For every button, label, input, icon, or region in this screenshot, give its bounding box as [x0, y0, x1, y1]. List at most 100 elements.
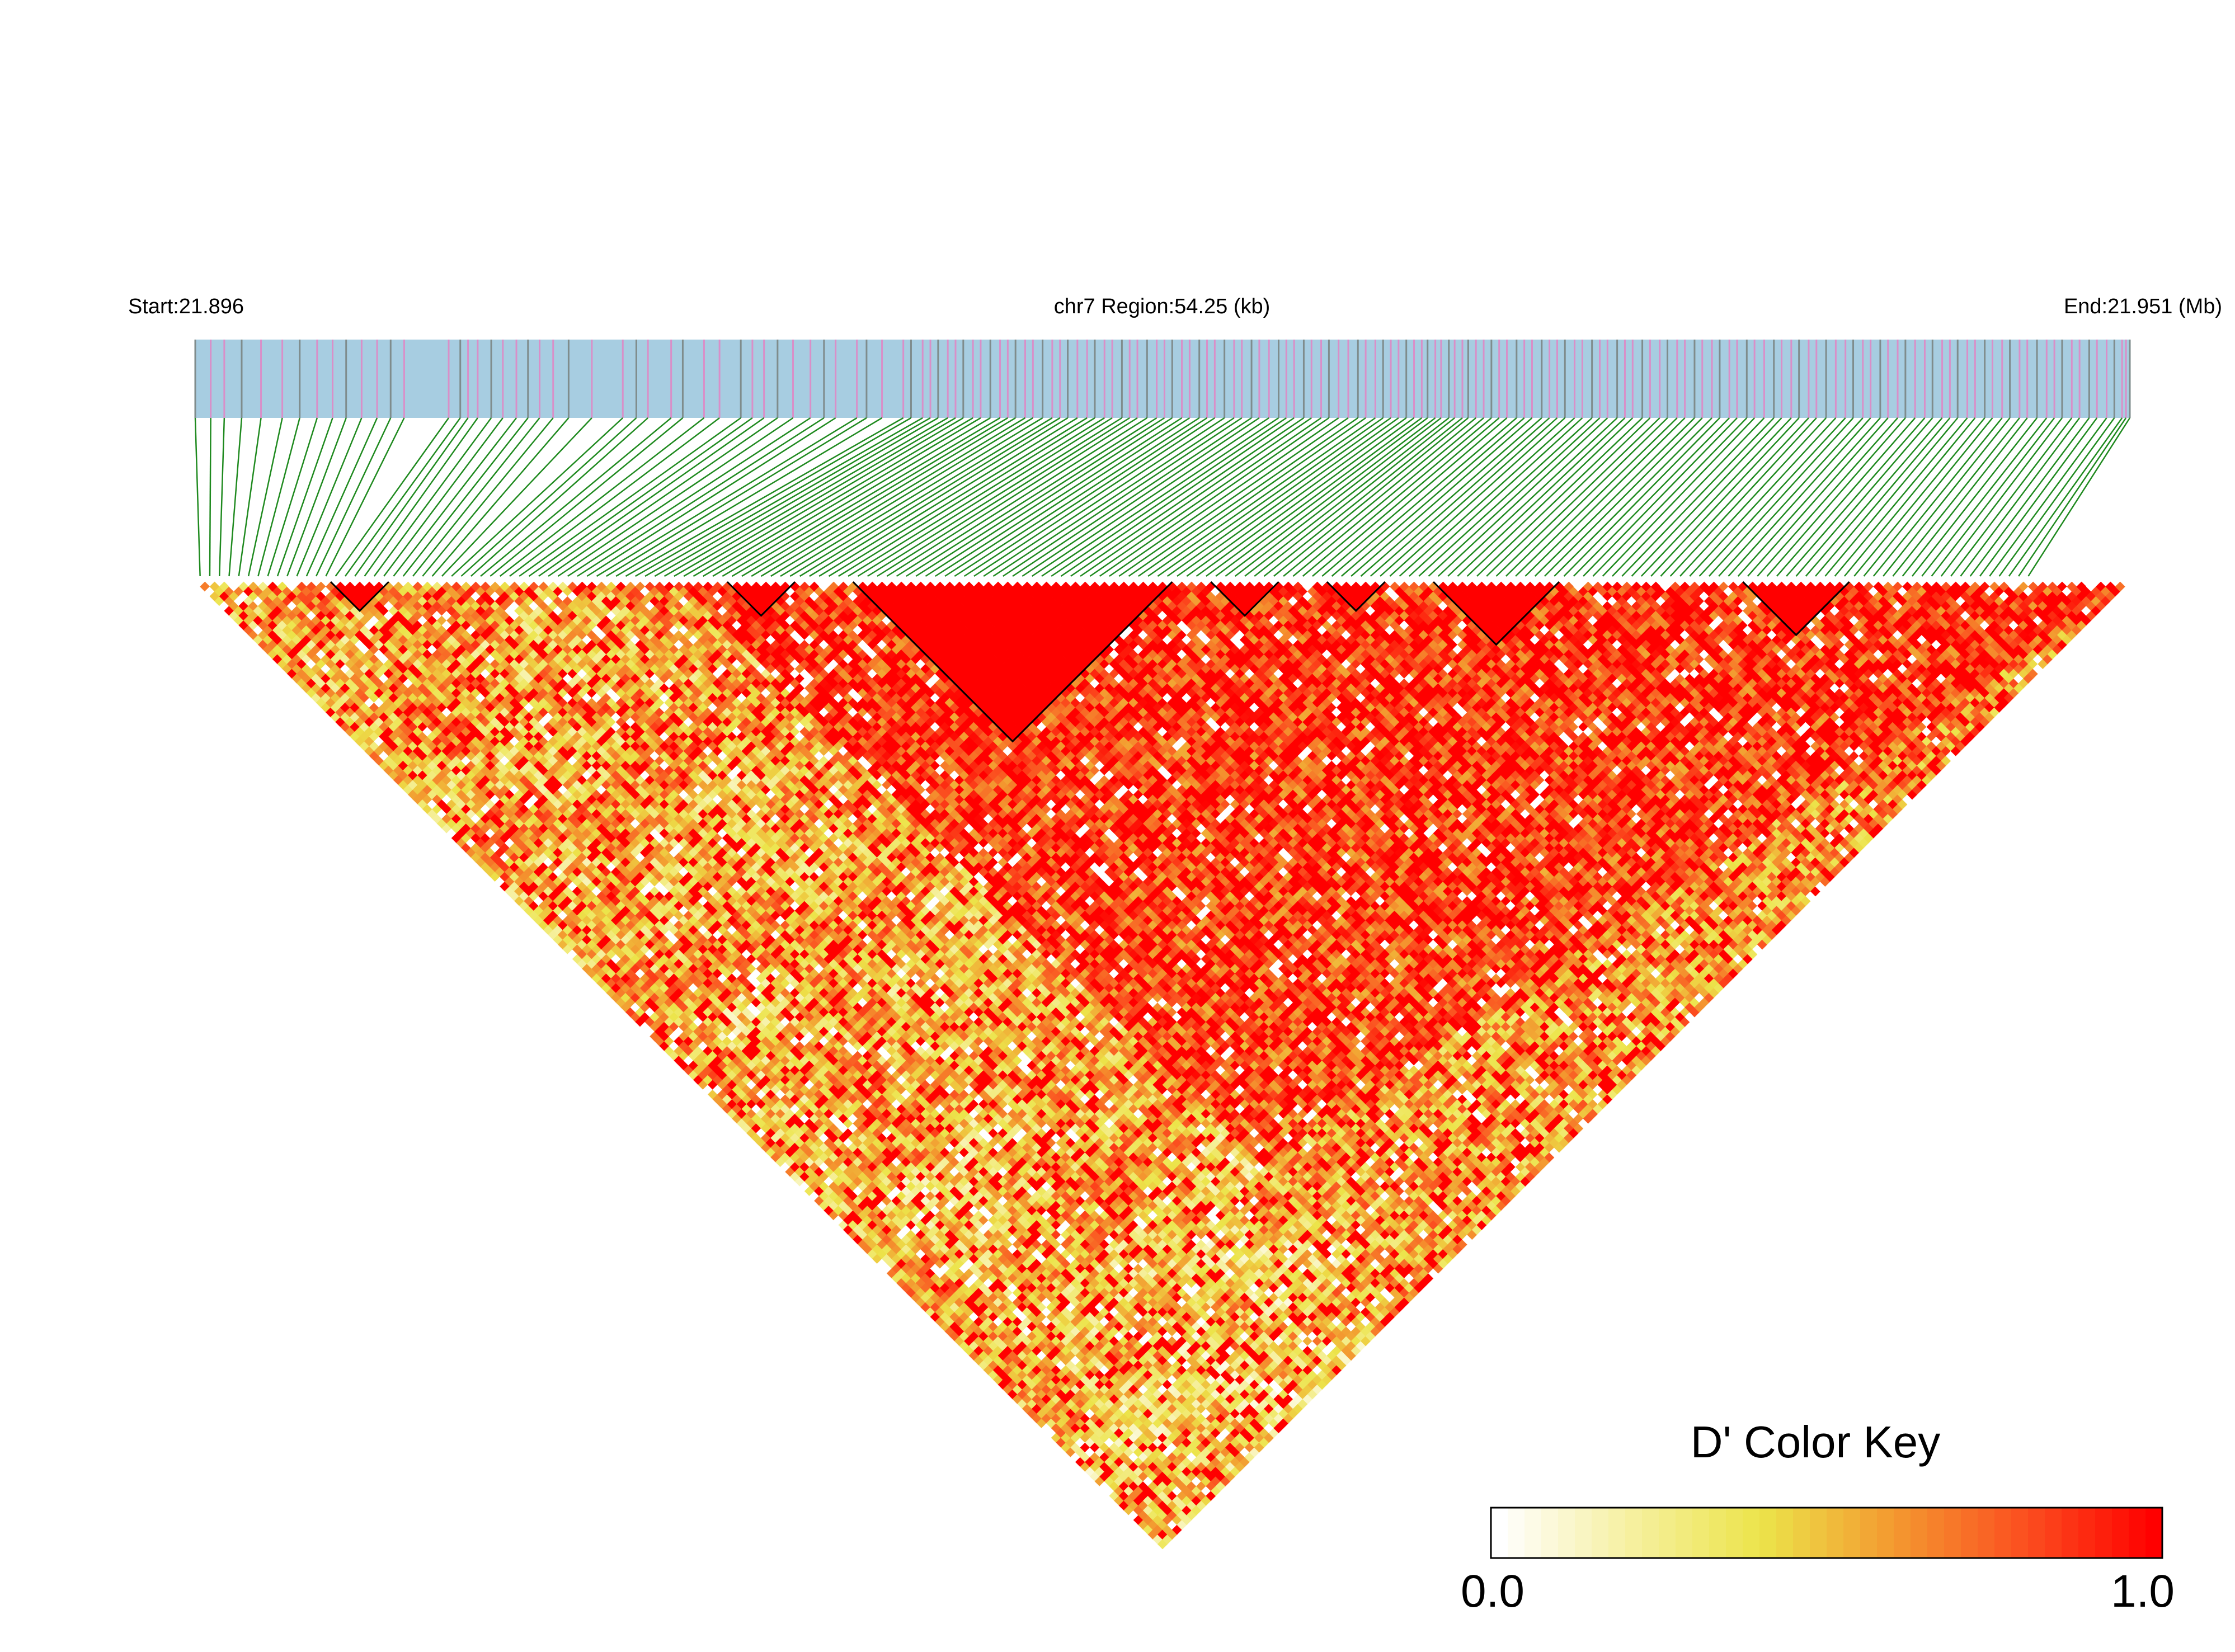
snp-connector — [2008, 417, 2123, 577]
snp-connector — [664, 417, 939, 577]
snp-connector — [944, 417, 1191, 577]
snp-connector — [1437, 417, 1608, 577]
snp-connector — [703, 417, 973, 577]
snp-connector — [1698, 417, 1846, 577]
snp-connector — [1157, 417, 1384, 577]
snp-connector — [1853, 417, 1985, 577]
snp-connector — [674, 417, 948, 577]
snp-connector — [1370, 417, 1550, 577]
snp-connector — [1418, 417, 1593, 577]
snp-connector — [1505, 417, 1668, 577]
snp-connector — [731, 417, 1001, 577]
snp-connector-lines — [194, 417, 2131, 577]
snp-connector — [1737, 417, 1881, 577]
snp-connector — [1776, 417, 1916, 577]
snp-connector — [818, 417, 1078, 577]
snp-connector — [490, 417, 684, 577]
snp-connector — [1960, 417, 2081, 577]
snp-connector — [1757, 417, 1898, 577]
snp-connector — [1166, 417, 1391, 577]
snp-connector — [1089, 417, 1322, 577]
snp-connector — [1660, 417, 1809, 577]
snp-connector — [1447, 417, 1618, 577]
snp-connector — [1728, 417, 1871, 577]
snp-connector — [393, 417, 517, 577]
snp-connector — [1524, 417, 1686, 577]
region-end-label: End:21.951 (Mb) — [2064, 295, 2222, 318]
snp-connector — [412, 417, 540, 577]
snp-connector — [557, 417, 794, 577]
snp-connector — [1360, 417, 1542, 577]
snp-connector — [1998, 417, 2115, 577]
snp-connector — [586, 417, 836, 577]
snp-connector — [276, 417, 333, 577]
snp-connector — [1495, 417, 1660, 577]
snp-connector — [1177, 417, 1399, 577]
snp-connector — [983, 417, 1225, 577]
snp-connector — [1631, 417, 1782, 577]
snp-connector — [460, 417, 637, 577]
snp-connector — [1022, 417, 1260, 577]
snp-connector — [286, 417, 347, 577]
snp-connector — [1476, 417, 1643, 577]
snp-connector — [877, 417, 1130, 577]
snp-connector — [1602, 417, 1756, 577]
snp-connector — [499, 417, 705, 577]
snp-connector — [1302, 417, 1492, 577]
snp-connector — [1766, 417, 1906, 577]
snp-connector — [257, 417, 300, 577]
snp-connector — [1563, 417, 1720, 577]
snp-connector — [1041, 417, 1279, 577]
snp-connector — [1273, 417, 1469, 577]
snp-connector — [693, 417, 964, 577]
snp-connector — [335, 417, 450, 577]
snp-connector — [886, 417, 1138, 577]
snp-connector — [1824, 417, 1959, 577]
snp-connector — [1650, 417, 1800, 577]
snp-connector — [238, 417, 262, 577]
snp-connector — [1679, 417, 1827, 577]
snp-connector — [1012, 417, 1252, 577]
snp-position-ticks — [194, 340, 2131, 418]
snp-connector — [1486, 417, 1651, 577]
snp-connector — [325, 417, 405, 577]
snp-connector — [838, 417, 1095, 577]
snp-connector — [751, 417, 1016, 577]
snp-connector — [1380, 417, 1558, 577]
snp-connector — [1515, 417, 1678, 577]
snp-connector — [1640, 417, 1792, 577]
snp-connector — [451, 417, 624, 577]
snp-connector — [1872, 417, 2003, 577]
snp-connector — [1621, 417, 1775, 577]
snp-connector — [354, 417, 469, 577]
snp-connector — [615, 417, 883, 577]
snp-connector — [1534, 417, 1695, 577]
snp-connector — [741, 417, 1008, 577]
snp-connector — [305, 417, 378, 577]
snp-connector — [567, 417, 811, 577]
snp-connector — [2018, 417, 2127, 577]
snp-connector — [1254, 417, 1455, 577]
snp-connector — [683, 417, 956, 577]
snp-connector — [344, 417, 461, 577]
snp-connector — [480, 417, 672, 577]
snp-connector — [1206, 417, 1423, 577]
snp-connector — [809, 417, 1069, 577]
snp-connector — [364, 417, 478, 577]
snp-connector — [780, 417, 1043, 577]
snp-connector — [538, 417, 765, 577]
snp-connector — [519, 417, 741, 577]
snp-connector — [1080, 417, 1312, 577]
snp-connector — [218, 417, 225, 577]
snp-connector — [1747, 417, 1889, 577]
snp-connector — [1573, 417, 1730, 577]
snp-connector — [1554, 417, 1712, 577]
snp-connector — [1883, 417, 2011, 577]
snp-connector — [577, 417, 825, 577]
snp-connector — [915, 417, 1165, 577]
snp-connector — [1331, 417, 1517, 577]
snp-connector — [644, 417, 923, 577]
snp-connector — [1341, 417, 1525, 577]
snp-connector — [1051, 417, 1287, 577]
snp-connector — [1911, 417, 2038, 577]
